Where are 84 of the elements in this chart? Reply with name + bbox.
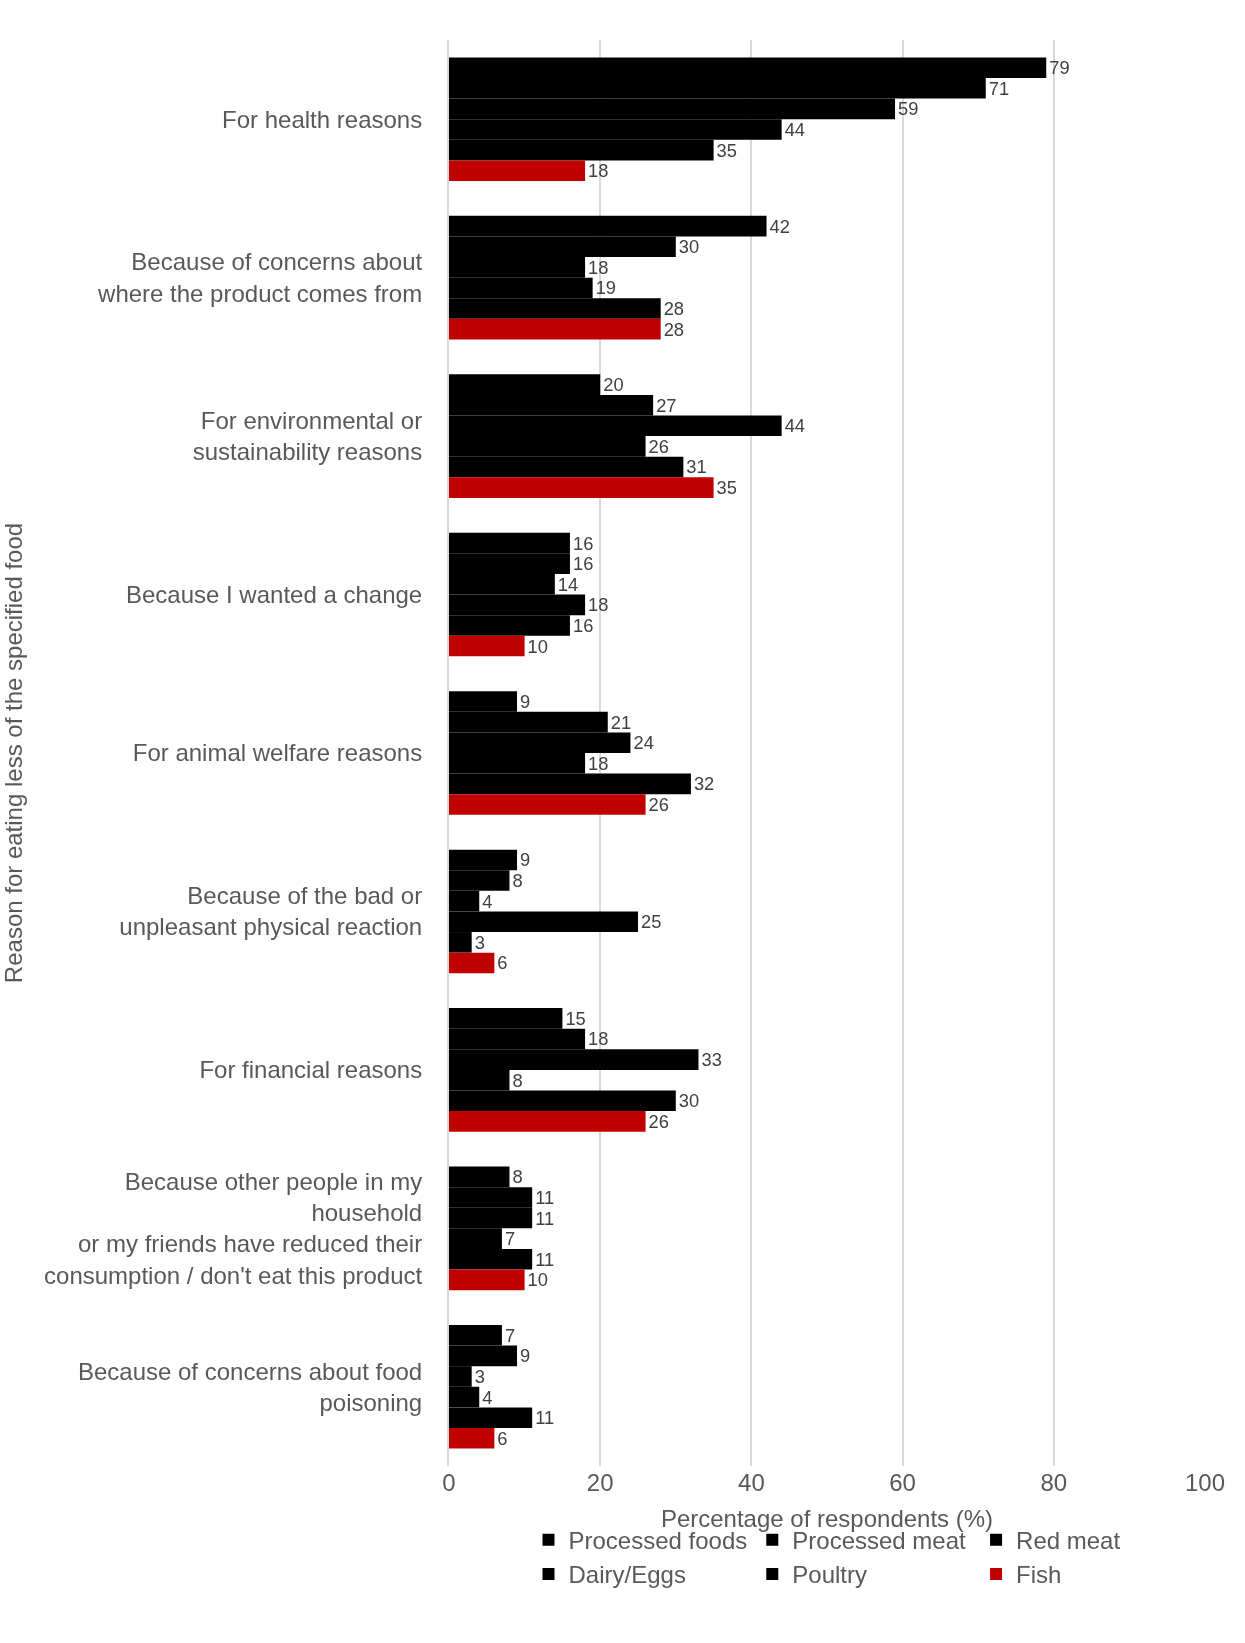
legend-label: Processed foods: [568, 1527, 748, 1555]
y-tick-label: For animal welfare reasons: [132, 739, 423, 767]
data-label: 11: [535, 1186, 555, 1208]
bar: [449, 1111, 646, 1132]
x-tick-label: 0: [442, 1469, 456, 1496]
y-tick-label: Because I wanted a change: [125, 580, 423, 608]
data-label: 8: [512, 870, 523, 892]
data-label: 32: [693, 773, 715, 795]
data-label: 24: [633, 732, 654, 754]
x-tick-label: 100: [1184, 1469, 1226, 1496]
bar: [449, 477, 714, 498]
legend-label: Red meat: [1016, 1527, 1121, 1555]
x-tick-label: 60: [889, 1469, 916, 1496]
data-label: 16: [572, 532, 594, 554]
data-label: 9: [520, 1345, 531, 1367]
data-label: 26: [648, 793, 669, 815]
data-label: 18: [588, 160, 609, 182]
bar: [449, 1427, 495, 1449]
data-label: 16: [572, 553, 594, 575]
data-label: 10: [527, 1269, 548, 1291]
data-label: 44: [784, 415, 806, 437]
data-label: 44: [784, 119, 806, 141]
data-label: 14: [557, 573, 579, 595]
data-label: 21: [610, 711, 632, 733]
data-label: 4: [482, 890, 493, 912]
data-label: 20: [603, 374, 624, 396]
bar: [449, 952, 495, 974]
data-label: 28: [663, 298, 685, 320]
x-tick-label: 20: [586, 1469, 614, 1496]
data-label: 11: [535, 1207, 555, 1229]
data-label: 18: [588, 594, 609, 616]
data-label: 28: [663, 318, 685, 340]
data-label: 3: [474, 1365, 485, 1387]
bar: [449, 794, 646, 815]
data-label: 33: [701, 1049, 722, 1071]
data-label: 18: [588, 256, 609, 278]
data-label: 18: [588, 1028, 609, 1050]
y-tick-label: For environmental or sustainability reasons: [192, 406, 423, 466]
bar: [449, 160, 586, 182]
data-label: 16: [572, 614, 594, 636]
data-label: 35: [716, 139, 737, 161]
x-tick-label: 40: [738, 1469, 765, 1496]
legend-label: Poultry: [792, 1561, 867, 1589]
data-label: 31: [686, 456, 707, 478]
data-label: 4: [482, 1386, 493, 1408]
data-label: 19: [595, 277, 616, 299]
data-label: 9: [520, 849, 531, 871]
y-tick-label: Because other people in my household or my friends have reduced their consumption / don't eat this product: [44, 1167, 423, 1289]
bar: [449, 1269, 525, 1291]
y-tick-label: Because of the bad or unpleasant physical reaction: [119, 882, 423, 941]
legend-label: Dairy/Eggs: [568, 1561, 686, 1589]
data-label: 15: [565, 1007, 586, 1029]
y-tick-label: For financial reasons: [199, 1056, 423, 1084]
data-label: 59: [898, 98, 919, 120]
data-label: 9: [520, 690, 531, 712]
legend-label: Fish: [1016, 1561, 1062, 1589]
data-label: 8: [512, 1069, 523, 1091]
y-tick-label: Because of concerns about where the product comes from: [97, 248, 423, 307]
data-label: 11: [535, 1248, 555, 1270]
data-label: 7: [504, 1324, 516, 1346]
y-tick-label: Because of concerns about food poisoning: [77, 1357, 423, 1416]
data-label: 30: [678, 1090, 700, 1112]
data-label: 25: [641, 911, 662, 933]
data-label: 35: [716, 477, 737, 499]
data-label: 26: [648, 1110, 669, 1132]
data-label: 6: [497, 1427, 508, 1449]
data-label: 18: [588, 752, 609, 774]
data-label: 42: [769, 215, 790, 237]
data-label: 30: [678, 236, 700, 258]
data-label: 26: [648, 435, 669, 457]
x-tick-label: 80: [1040, 1469, 1068, 1496]
data-label: 3: [474, 931, 485, 953]
data-label: 27: [656, 394, 677, 416]
data-label: 11: [535, 1407, 555, 1429]
data-label: 79: [1049, 57, 1070, 79]
y-axis-title: Reason for eating less of the specified food: [0, 522, 27, 984]
y-tick-label: For health reasons: [222, 105, 423, 133]
data-label: 10: [527, 635, 548, 657]
bar: [449, 318, 661, 340]
data-label: 6: [497, 952, 508, 974]
data-label: 7: [504, 1228, 516, 1250]
data-label: 8: [512, 1166, 523, 1188]
data-label: 71: [988, 77, 1010, 99]
bar: [449, 635, 525, 657]
